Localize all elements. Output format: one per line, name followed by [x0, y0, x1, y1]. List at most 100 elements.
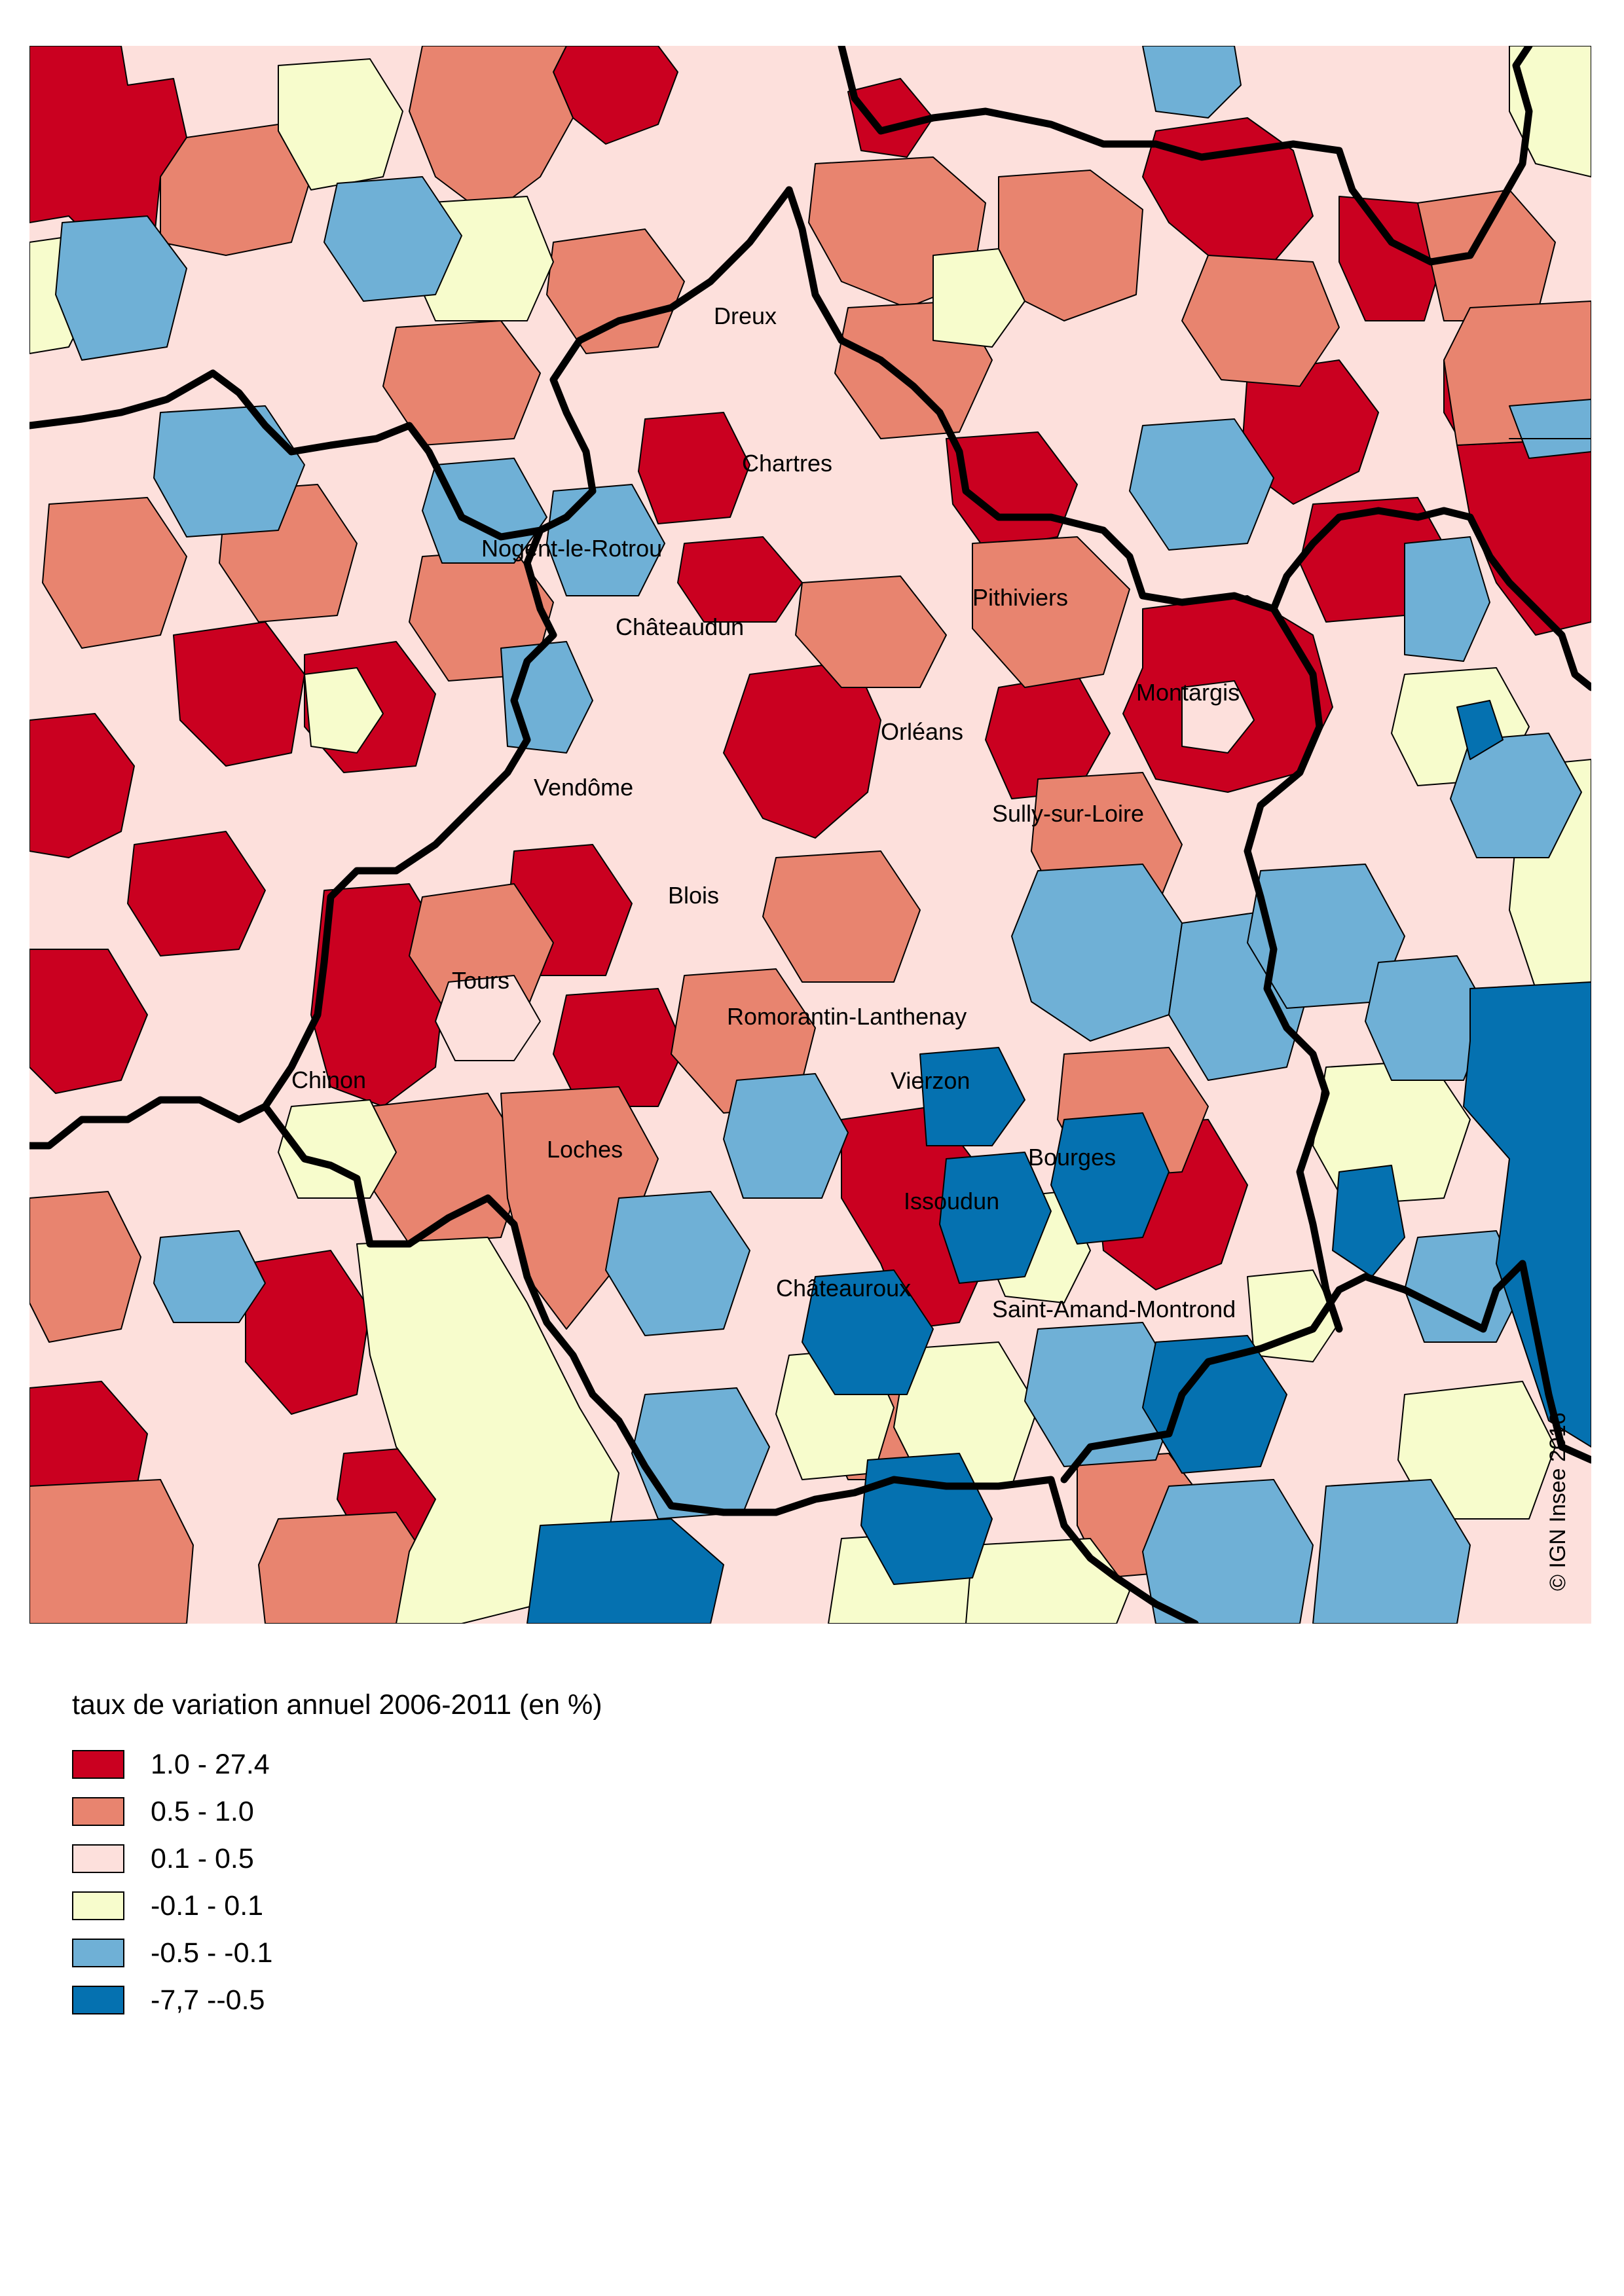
city-label-romorantin: Romorantin-Lanthenay [727, 1003, 967, 1030]
zone [29, 949, 148, 1094]
region-boundary [838, 46, 1533, 266]
zone [1142, 46, 1242, 118]
zone [1011, 864, 1183, 1042]
zone [1450, 733, 1582, 858]
legend-item: 1.0 - 27.4 [72, 1741, 989, 1788]
legend-swatch [72, 1844, 124, 1873]
city-label-blois: Blois [668, 882, 719, 909]
zone [795, 575, 947, 688]
region-boundary [29, 369, 544, 541]
region-boundary [785, 186, 1591, 691]
zone [1365, 955, 1490, 1081]
zone [245, 1250, 371, 1415]
region-boundary [261, 1102, 1199, 1624]
zone [553, 988, 685, 1107]
zone [1181, 680, 1255, 754]
legend-swatch [72, 1797, 124, 1826]
legend-item: -7,7 --0.5 [72, 1977, 989, 2024]
zone [409, 46, 574, 217]
zone [278, 1099, 397, 1199]
city-label-montargis: Montargis [1136, 679, 1240, 706]
city-label-chateauroux: Châteauroux [776, 1275, 911, 1302]
zone [29, 1479, 194, 1624]
zone [153, 405, 305, 538]
city-label-saint-amand: Saint-Amand-Montrond [992, 1296, 1236, 1322]
zone [1509, 399, 1591, 459]
zone [29, 1191, 141, 1343]
legend-item: 0.5 - 1.0 [72, 1788, 989, 1835]
zone [1142, 1479, 1314, 1624]
legend-swatch [72, 1986, 124, 2014]
city-label-bourges: Bourges [1028, 1144, 1116, 1171]
legend-item: -0.5 - -0.1 [72, 1929, 989, 1977]
legend-swatch [72, 1891, 124, 1920]
zone [638, 412, 750, 524]
zone [153, 1230, 266, 1323]
zone [605, 1191, 750, 1336]
zone [723, 1073, 849, 1199]
city-label-chinon: Chinon [291, 1066, 366, 1093]
zone [258, 1512, 436, 1624]
zone [1509, 46, 1591, 177]
zone [546, 228, 685, 354]
zone [29, 713, 135, 858]
copyright-notice: © IGN Insee 2016 [1545, 1412, 1570, 1591]
city-label-orleans: Orléans [881, 718, 963, 745]
zone [939, 1152, 1052, 1284]
zone [972, 536, 1130, 688]
zone [677, 536, 803, 623]
city-label-tours: Tours [452, 967, 509, 994]
legend-label: -0.5 - -0.1 [151, 1937, 273, 1969]
legend-item: -0.1 - 0.1 [72, 1882, 989, 1929]
legend-label: -0.1 - 0.1 [151, 1889, 264, 1922]
zone [435, 975, 541, 1061]
legend-swatch [72, 1939, 124, 1967]
city-label-chateaudun: Châteaudun [616, 613, 744, 640]
zone [526, 1518, 724, 1624]
legend-label: 0.5 - 1.0 [151, 1795, 254, 1827]
zone [919, 1047, 1025, 1146]
zone [1312, 1479, 1471, 1624]
city-label-issoudun: Issoudun [904, 1188, 999, 1214]
zone [847, 78, 934, 158]
zone [1417, 189, 1556, 321]
zone [42, 497, 187, 649]
city-label-vierzon: Vierzon [891, 1067, 970, 1094]
city-label-nogent: Nogent-le-Rotrou [481, 535, 662, 562]
zone [802, 1269, 934, 1395]
zone [1397, 1381, 1556, 1520]
map-legend: taux de variation annuel 2006-2011 (en %… [72, 1689, 989, 2056]
zone [1456, 700, 1504, 760]
legend-item: 0.1 - 0.5 [72, 1835, 989, 1882]
choropleth-map: Dreux Chartres Nogent-le-Rotrou Châteaud… [29, 46, 1591, 1624]
city-label-pithiviers: Pithiviers [972, 584, 1068, 611]
zone [762, 850, 921, 983]
zone [1050, 1112, 1170, 1245]
zone [323, 176, 462, 302]
zone [127, 831, 266, 957]
legend-label: 1.0 - 27.4 [151, 1748, 270, 1780]
zone [932, 248, 1025, 348]
zone [1129, 418, 1274, 551]
zone [304, 667, 384, 754]
zone [55, 215, 187, 361]
city-label-loches: Loches [547, 1136, 623, 1163]
zone [1181, 255, 1340, 387]
legend-label: 0.1 - 0.5 [151, 1842, 254, 1874]
zone [500, 1086, 659, 1330]
legend-label: -7,7 --0.5 [151, 1984, 265, 2016]
zone [1247, 1269, 1340, 1362]
region-boundary [1060, 1260, 1591, 1484]
region-boundary [1244, 605, 1343, 1333]
city-label-chartres: Chartres [742, 450, 832, 477]
map-canvas: Dreux Chartres Nogent-le-Rotrou Châteaud… [29, 46, 1591, 1624]
zone [1463, 981, 1591, 1448]
city-label-sully: Sully-sur-Loire [992, 800, 1144, 827]
city-label-vendome: Vendôme [534, 774, 633, 801]
legend-title: taux de variation annuel 2006-2011 (en %… [72, 1689, 602, 1721]
zone [278, 58, 403, 191]
city-label-dreux: Dreux [714, 302, 777, 329]
legend-swatch [72, 1750, 124, 1779]
zone [1332, 1165, 1405, 1277]
region-boundary [29, 186, 793, 1150]
